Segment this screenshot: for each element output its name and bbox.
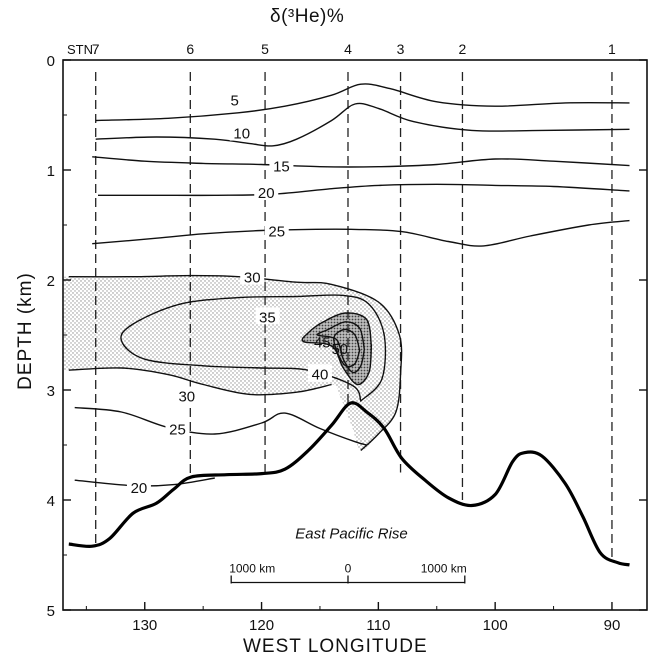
scale-bar: 1000 km 0 1000 km bbox=[229, 562, 467, 584]
scale-bar-left-label: 1000 km bbox=[229, 562, 275, 576]
chart-title: δ(³He)% bbox=[270, 6, 345, 27]
x-tick-label-120: 120 bbox=[249, 617, 274, 634]
y-axis-label: DEPTH (km) bbox=[15, 272, 36, 390]
contour-25-4 bbox=[92, 219, 630, 247]
contour-label-bg-6 bbox=[255, 307, 280, 325]
contour-lines bbox=[68, 83, 630, 487]
contour-15-2 bbox=[92, 156, 630, 168]
station-lines: STN.7 6 5 4 3 2 1 bbox=[67, 41, 616, 561]
contour-label-45: 45 bbox=[314, 335, 331, 352]
contour-label-15: 15 bbox=[273, 159, 290, 176]
x-tick-label-110: 110 bbox=[366, 617, 390, 634]
contour-30-5 bbox=[68, 274, 403, 452]
contour-label-25: 25 bbox=[268, 224, 285, 241]
contour-label-bg-1 bbox=[229, 123, 254, 141]
contour-label-10: 10 bbox=[233, 126, 250, 143]
station-label-3: 3 bbox=[397, 41, 405, 57]
contour-45-9 bbox=[316, 321, 366, 374]
contour-label-40: 40 bbox=[312, 367, 329, 384]
station-header: STN. bbox=[67, 42, 97, 57]
contour-5-0 bbox=[95, 83, 630, 122]
contour-label-bg-12 bbox=[126, 477, 151, 495]
contour-25-11 bbox=[74, 406, 367, 446]
contour-label-50: 50 bbox=[331, 341, 348, 358]
y-tick-label-1: 1 bbox=[47, 163, 55, 180]
station-label-7: 7 bbox=[92, 41, 100, 57]
contour-label-bg-5 bbox=[240, 267, 265, 285]
shaded-region-40 bbox=[302, 312, 372, 385]
contour-35-7 bbox=[120, 294, 387, 403]
contour-label-20: 20 bbox=[131, 480, 148, 497]
contour-label-30: 30 bbox=[244, 270, 261, 287]
contour-label-bg-3 bbox=[254, 183, 279, 200]
ridge-annotation: East Pacific Rise bbox=[295, 526, 408, 543]
contour-10-1 bbox=[95, 102, 630, 147]
y-tick-label-5: 5 bbox=[47, 603, 55, 620]
shaded-region-30 bbox=[63, 275, 402, 451]
scale-bar-center-label: 0 bbox=[345, 562, 352, 576]
station-label-2: 2 bbox=[459, 41, 467, 57]
x-tick-label-90: 90 bbox=[604, 617, 621, 634]
y-tick-label-4: 4 bbox=[47, 493, 55, 510]
contour-label-35: 35 bbox=[259, 309, 276, 326]
ridge-profile-line bbox=[68, 401, 630, 567]
station-label-5: 5 bbox=[261, 41, 269, 57]
ridge-layer: East Pacific Rise bbox=[68, 401, 630, 567]
contour-40-8 bbox=[301, 312, 373, 386]
contour-label-5: 5 bbox=[231, 93, 239, 110]
contour-label-bg-2 bbox=[269, 156, 294, 174]
contour-label-bg-0 bbox=[222, 90, 247, 108]
y-tick-label-3: 3 bbox=[47, 383, 55, 400]
x-tick-label-130: 130 bbox=[132, 617, 157, 634]
contour-30-6 bbox=[68, 367, 332, 396]
station-label-1: 1 bbox=[608, 41, 616, 57]
y-tick-label-2: 2 bbox=[47, 273, 55, 290]
contour-20-3 bbox=[98, 183, 630, 197]
scale-bar-right-label: 1000 km bbox=[421, 562, 467, 576]
y-tick-label-0: 0 bbox=[47, 53, 55, 70]
contour-label-bg-9 bbox=[307, 364, 332, 382]
contour-label-bg-10 bbox=[174, 386, 199, 404]
contour-label-25: 25 bbox=[169, 422, 186, 439]
shading-layer bbox=[63, 275, 402, 451]
contour-20-12 bbox=[74, 477, 215, 487]
x-tick-label-100: 100 bbox=[483, 617, 508, 634]
contour-label-bg-4 bbox=[264, 221, 289, 239]
station-label-6: 6 bbox=[186, 41, 194, 57]
x-axis-label: WEST LONGITUDE bbox=[243, 636, 428, 657]
contour-label-20: 20 bbox=[258, 185, 275, 202]
contour-label-bg-11 bbox=[165, 419, 190, 437]
station-label-4: 4 bbox=[344, 41, 352, 57]
contour-50-10 bbox=[333, 328, 361, 368]
contour-label-30: 30 bbox=[178, 389, 195, 406]
